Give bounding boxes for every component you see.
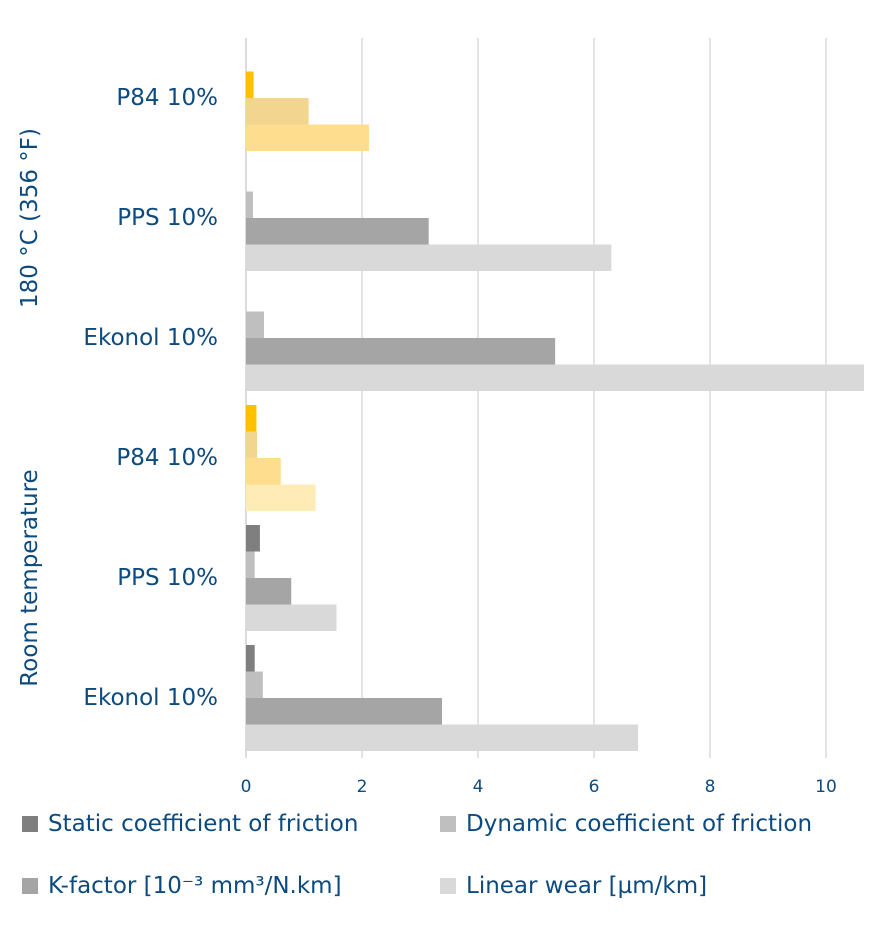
bar-static (246, 645, 255, 672)
legend-label-linear: Linear wear [µm/km] (466, 873, 708, 899)
legend-swatch-linear (440, 878, 456, 894)
legend-swatch-static (22, 816, 38, 832)
bar-static (246, 405, 257, 432)
bar-linear (246, 724, 639, 751)
bar-linear (246, 244, 612, 271)
legend-item-kfactor: K-factor [10⁻³ mm³/N.km] (22, 873, 342, 899)
bar-kfactor (246, 218, 429, 245)
category-label: P84 10% (116, 445, 218, 471)
legend-swatch-dynamic (440, 816, 456, 832)
bar-kfactor (246, 698, 443, 725)
bar-linear (246, 604, 337, 631)
bar-linear (246, 124, 369, 151)
category-label: P84 10% (116, 85, 218, 111)
x-tick-label: 8 (705, 777, 716, 797)
bar-dynamic (246, 311, 264, 338)
legend-item-static: Static coefficient of friction (22, 811, 358, 837)
legend-label-static: Static coefficient of friction (48, 811, 359, 837)
bar-chart: 0 2 4 6 8 10 P84 10% PPS 10% Ekonol 10% 180 °C (3… (17, 38, 864, 797)
bar-dynamic (246, 71, 254, 98)
x-tick-label: 4 (473, 777, 484, 797)
group-label: 180 °C (356 °F) (17, 128, 43, 308)
legend-item-linear: Linear wear [µm/km] (440, 873, 707, 899)
bar-linear (246, 364, 864, 391)
bar-kfactor (246, 458, 281, 485)
x-tick-label: 2 (357, 777, 368, 797)
bar-kfactor (246, 98, 309, 125)
bar-dynamic (246, 191, 253, 218)
bar-linear (246, 484, 316, 511)
bar-dynamic (246, 431, 258, 458)
bar-dynamic (246, 551, 255, 578)
bar-static (246, 525, 260, 552)
bar-kfactor (246, 338, 556, 365)
bar-dynamic (246, 671, 263, 698)
x-tick-label: 6 (589, 777, 600, 797)
bar-kfactor (246, 578, 292, 605)
category-label: PPS 10% (117, 565, 218, 591)
legend-swatch-kfactor (22, 878, 38, 894)
category-label: Ekonol 10% (83, 325, 218, 351)
legend-label-kfactor: K-factor [10⁻³ mm³/N.km] (48, 873, 342, 899)
category-label: Ekonol 10% (83, 685, 218, 711)
x-tick-label: 0 (241, 777, 252, 797)
legend-label-dynamic: Dynamic coefficient of friction (466, 811, 813, 837)
legend-item-dynamic: Dynamic coefficient of friction (440, 811, 812, 837)
category-label: PPS 10% (117, 205, 218, 231)
x-tick-label: 10 (815, 777, 837, 797)
group-label: Room temperature (17, 469, 43, 686)
